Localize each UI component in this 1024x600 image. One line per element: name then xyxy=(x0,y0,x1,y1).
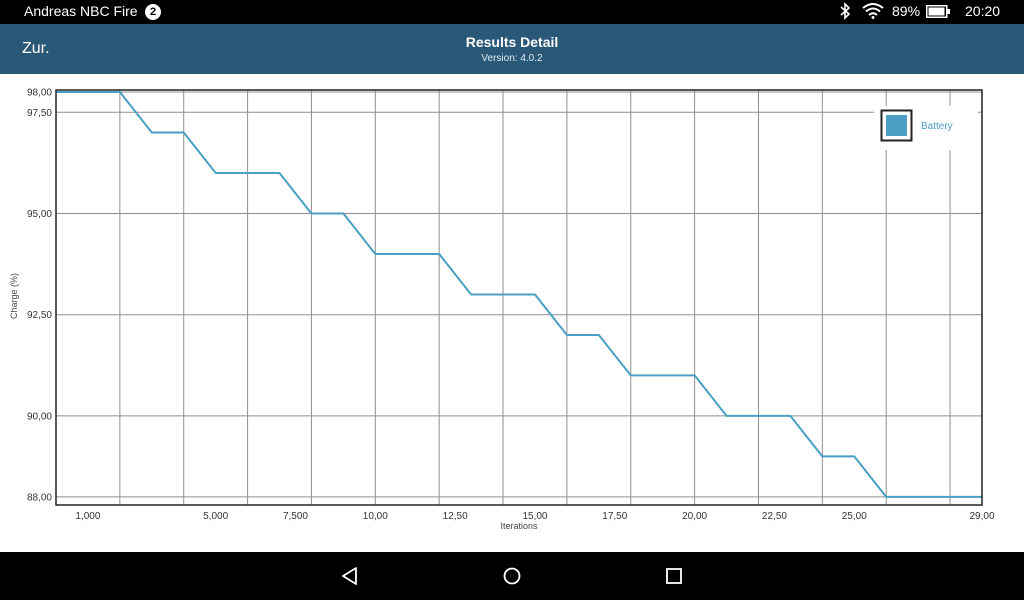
x-tick-label: 12,50 xyxy=(443,511,468,522)
x-tick-label: 20,00 xyxy=(682,511,707,522)
page-title: Results Detail xyxy=(465,34,559,50)
clock: 20:20 xyxy=(965,3,1001,19)
x-tick-label: 5,000 xyxy=(203,511,228,522)
wifi-icon xyxy=(862,3,884,19)
x-tick-label: 29,00 xyxy=(969,511,994,522)
series-line-battery xyxy=(56,91,982,498)
grid-layer xyxy=(56,90,982,505)
y-tick-label: 95,00 xyxy=(27,209,52,220)
battery-chart: 1,000 5,000 7,500 10,00 12,50 15,00 17,50 20,00… xyxy=(9,88,995,531)
y-tick-label: 98,00 xyxy=(27,88,52,99)
x-tick-label: 1,000 xyxy=(75,511,100,522)
version-label: Version: 4.0.2 xyxy=(481,53,543,64)
notification-count-badge: 2 xyxy=(145,4,161,20)
status-bar: Andreas NBC Fire 2 89% 20:20 xyxy=(0,0,1024,24)
app-header: Zur. Results Detail Version: 4.0.2 xyxy=(0,24,1024,74)
chart-area: 1,000 5,000 7,500 10,00 12,50 15,00 17,50 20,00… xyxy=(0,74,1024,552)
home-nav-icon[interactable] xyxy=(502,566,522,586)
back-nav-icon[interactable] xyxy=(340,566,360,586)
x-tick-label: 10,00 xyxy=(363,511,388,522)
x-tick-label: 25,00 xyxy=(842,511,867,522)
plot-frame xyxy=(55,89,983,506)
x-tick-label: 7,500 xyxy=(283,511,308,522)
y-tick-label: 88,00 xyxy=(27,492,52,503)
bluetooth-icon xyxy=(840,2,851,20)
y-tick-label: 97,50 xyxy=(27,108,52,119)
legend-swatch xyxy=(886,115,907,136)
y-axis-title: Charge (%) xyxy=(9,273,19,319)
battery-percent: 89% xyxy=(892,3,921,19)
y-tick-label: 92,50 xyxy=(27,310,52,321)
device-name: Andreas NBC Fire xyxy=(24,3,138,19)
tick-layer: 1,000 5,000 7,500 10,00 12,50 15,00 17,50 20,00… xyxy=(27,88,995,522)
x-tick-label: 17,50 xyxy=(602,511,627,522)
navigation-bar xyxy=(0,552,1024,600)
x-tick-label: 15,00 xyxy=(522,511,547,522)
x-tick-label: 22,50 xyxy=(762,511,787,522)
recents-nav-icon[interactable] xyxy=(664,566,684,586)
battery-icon xyxy=(926,5,950,18)
legend: Battery xyxy=(874,106,978,150)
back-button[interactable]: Zur. xyxy=(22,40,50,57)
x-axis-title: Iterations xyxy=(500,521,538,531)
legend-label: Battery xyxy=(921,121,953,132)
series-layer xyxy=(56,91,982,498)
y-tick-label: 90,00 xyxy=(27,411,52,422)
